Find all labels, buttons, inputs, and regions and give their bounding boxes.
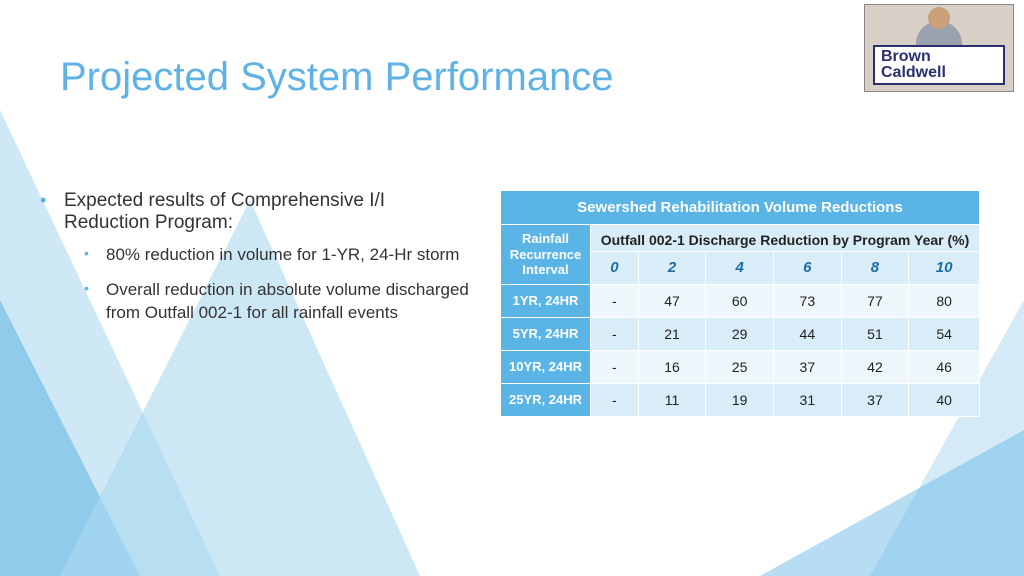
cell: 42 xyxy=(841,350,909,383)
row-label: 1YR, 24HR xyxy=(501,284,591,317)
bullet-lvl1: Expected results of Comprehensive I/I Re… xyxy=(40,190,470,325)
table-title: Sewershed Rehabilitation Volume Reductio… xyxy=(501,191,980,225)
cell: 31 xyxy=(774,383,842,416)
logo-line1: Brown xyxy=(881,49,997,65)
cell: - xyxy=(591,350,639,383)
cell: 77 xyxy=(841,284,909,317)
year-col: 10 xyxy=(909,252,980,285)
bullet-lvl2: Overall reduction in absolute volume dis… xyxy=(84,279,470,325)
bullet-lvl2: 80% reduction in volume for 1-YR, 24-Hr … xyxy=(84,244,470,267)
year-col: 0 xyxy=(591,252,639,285)
bullet-section: Expected results of Comprehensive I/I Re… xyxy=(40,190,470,417)
reduction-table-wrap: Sewershed Rehabilitation Volume Reductio… xyxy=(500,190,984,417)
year-col: 8 xyxy=(841,252,909,285)
bullet-lvl1-text: Expected results of Comprehensive I/I Re… xyxy=(64,190,385,233)
table-row: 5YR, 24HR - 21 29 44 51 54 xyxy=(501,317,980,350)
company-logo: Brown Caldwell xyxy=(873,45,1005,85)
cell: 54 xyxy=(909,317,980,350)
cell: 37 xyxy=(774,350,842,383)
cell: 16 xyxy=(638,350,706,383)
table-row: 1YR, 24HR - 47 60 73 77 80 xyxy=(501,284,980,317)
page-title: Projected System Performance xyxy=(60,55,614,100)
cell: 73 xyxy=(774,284,842,317)
row-label: 10YR, 24HR xyxy=(501,350,591,383)
cell: 40 xyxy=(909,383,980,416)
cell: 46 xyxy=(909,350,980,383)
cell: - xyxy=(591,284,639,317)
cell: 29 xyxy=(706,317,774,350)
cell: 11 xyxy=(638,383,706,416)
table-subheader: Outfall 002-1 Discharge Reduction by Pro… xyxy=(591,225,980,252)
webcam-overlay: Brown Caldwell xyxy=(864,4,1014,92)
cell: - xyxy=(591,383,639,416)
year-col: 2 xyxy=(638,252,706,285)
row-label: 25YR, 24HR xyxy=(501,383,591,416)
cell: 51 xyxy=(841,317,909,350)
table-row: 25YR, 24HR - 11 19 31 37 40 xyxy=(501,383,980,416)
cell: 19 xyxy=(706,383,774,416)
cell: 80 xyxy=(909,284,980,317)
logo-line2: Caldwell xyxy=(881,65,997,81)
year-col: 6 xyxy=(774,252,842,285)
table-row: 10YR, 24HR - 16 25 37 42 46 xyxy=(501,350,980,383)
row-label: 5YR, 24HR xyxy=(501,317,591,350)
reduction-table: Sewershed Rehabilitation Volume Reductio… xyxy=(500,190,980,417)
cell: 47 xyxy=(638,284,706,317)
table-row-header: Rainfall Recurrence Interval xyxy=(501,225,591,285)
cell: 25 xyxy=(706,350,774,383)
year-col: 4 xyxy=(706,252,774,285)
cell: - xyxy=(591,317,639,350)
cell: 37 xyxy=(841,383,909,416)
cell: 44 xyxy=(774,317,842,350)
cell: 21 xyxy=(638,317,706,350)
cell: 60 xyxy=(706,284,774,317)
